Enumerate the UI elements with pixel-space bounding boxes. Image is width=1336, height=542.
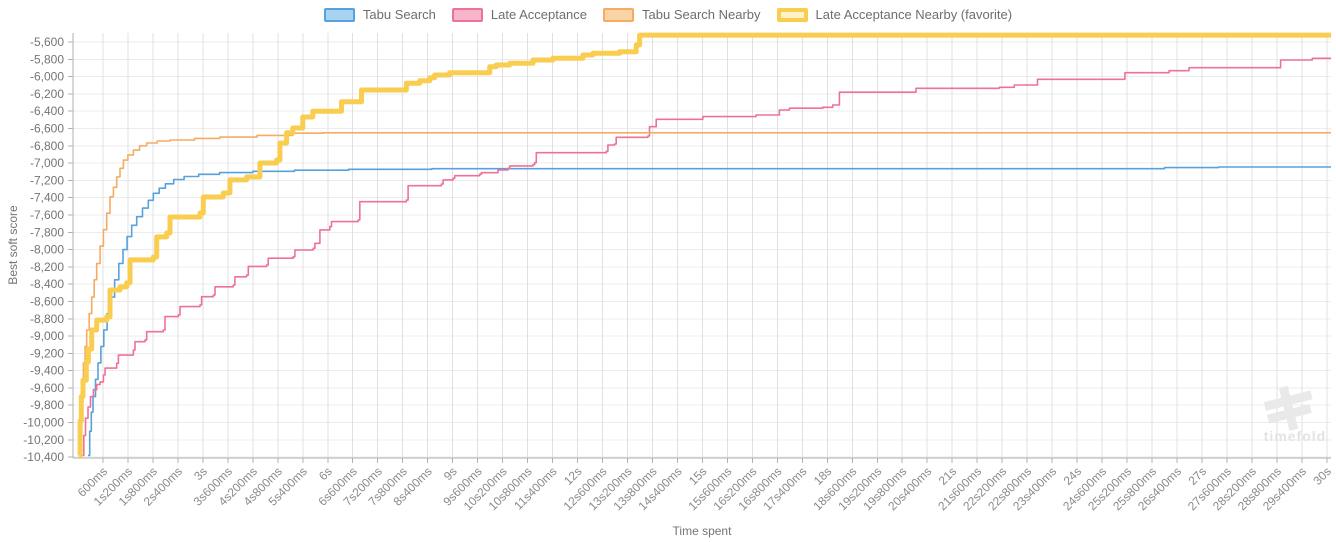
x-tick-label: 6s xyxy=(316,464,335,483)
x-tick-label: 30s xyxy=(1310,464,1334,488)
x-tick-label: 9s xyxy=(441,464,460,483)
timefold-logo-icon xyxy=(1263,385,1313,431)
legend-item-tabu-search[interactable]: Tabu Search xyxy=(323,7,436,22)
y-tick-label: -8,200 xyxy=(30,260,64,274)
series-line-tabu-search xyxy=(88,166,1331,457)
y-tick-label: -9,600 xyxy=(30,381,64,395)
y-tick-label: -7,600 xyxy=(30,208,64,222)
timefold-watermark: timefold xyxy=(1263,385,1326,444)
series-line-late-acceptance xyxy=(82,57,1331,457)
y-tick-label: -9,000 xyxy=(30,329,64,343)
series-line-tabu-search-nearby xyxy=(79,132,1331,457)
legend-label: Tabu Search Nearby xyxy=(642,7,761,22)
y-tick-label: -9,800 xyxy=(30,398,64,412)
y-tick-label: -6,800 xyxy=(30,139,64,153)
y-tick-label: -8,000 xyxy=(30,243,64,257)
legend-item-tabu-search-nearby[interactable]: Tabu Search Nearby xyxy=(603,7,761,22)
axes-layer xyxy=(68,33,1331,463)
y-tick-label: -9,200 xyxy=(30,346,64,360)
watermark-text: timefold xyxy=(1264,428,1326,444)
legend-swatch-late-acceptance-nearby xyxy=(776,7,808,22)
legend-item-late-acceptance[interactable]: Late Acceptance xyxy=(451,7,588,22)
series-layer xyxy=(77,32,1331,458)
y-tick-label: -5,600 xyxy=(30,35,64,49)
y-axis-title: Best soft score xyxy=(6,205,20,285)
legend-swatch-tabu-search-nearby xyxy=(603,7,635,22)
grid-layer xyxy=(73,33,1331,458)
y-tick-label: -7,400 xyxy=(30,191,64,205)
y-tick-label: -8,600 xyxy=(30,294,64,308)
y-tick-label: -7,000 xyxy=(30,156,64,170)
legend-label: Late Acceptance xyxy=(490,7,588,22)
x-tick-label: 3s xyxy=(191,464,210,483)
y-tick-label: -8,400 xyxy=(30,277,64,291)
legend-swatch-late-acceptance xyxy=(451,7,483,22)
y-tick-label: -9,400 xyxy=(30,364,64,378)
axis-labels-layer: -5,600 -5,800 -6,000 -6,200 -6,400 -6,600 -6,8… xyxy=(23,35,1334,513)
y-tick-label: -10,000 xyxy=(23,416,64,430)
y-tick-label: -6,000 xyxy=(30,70,64,84)
chart-legend: Tabu Search Late Acceptance Tabu Search Ne… xyxy=(0,7,1336,22)
y-tick-label: -7,200 xyxy=(30,173,64,187)
legend-label: Late Acceptance Nearby (favorite) xyxy=(815,7,1013,22)
y-tick-label: -5,800 xyxy=(30,52,64,66)
y-tick-label: -6,200 xyxy=(30,87,64,101)
legend-label: Tabu Search xyxy=(362,7,436,22)
y-tick-label: -6,600 xyxy=(30,121,64,135)
series-line-late-acceptance-nearby xyxy=(77,32,1331,458)
y-tick-label: -10,400 xyxy=(23,450,64,464)
y-tick-label: -8,800 xyxy=(30,312,64,326)
legend-item-late-acceptance-nearby[interactable]: Late Acceptance Nearby (favorite) xyxy=(776,7,1013,22)
legend-swatch-tabu-search xyxy=(323,7,355,22)
y-tick-label: -10,200 xyxy=(23,433,64,447)
y-tick-label: -7,800 xyxy=(30,225,64,239)
x-axis-title: Time spent xyxy=(672,524,732,538)
y-tick-label: -6,400 xyxy=(30,104,64,118)
